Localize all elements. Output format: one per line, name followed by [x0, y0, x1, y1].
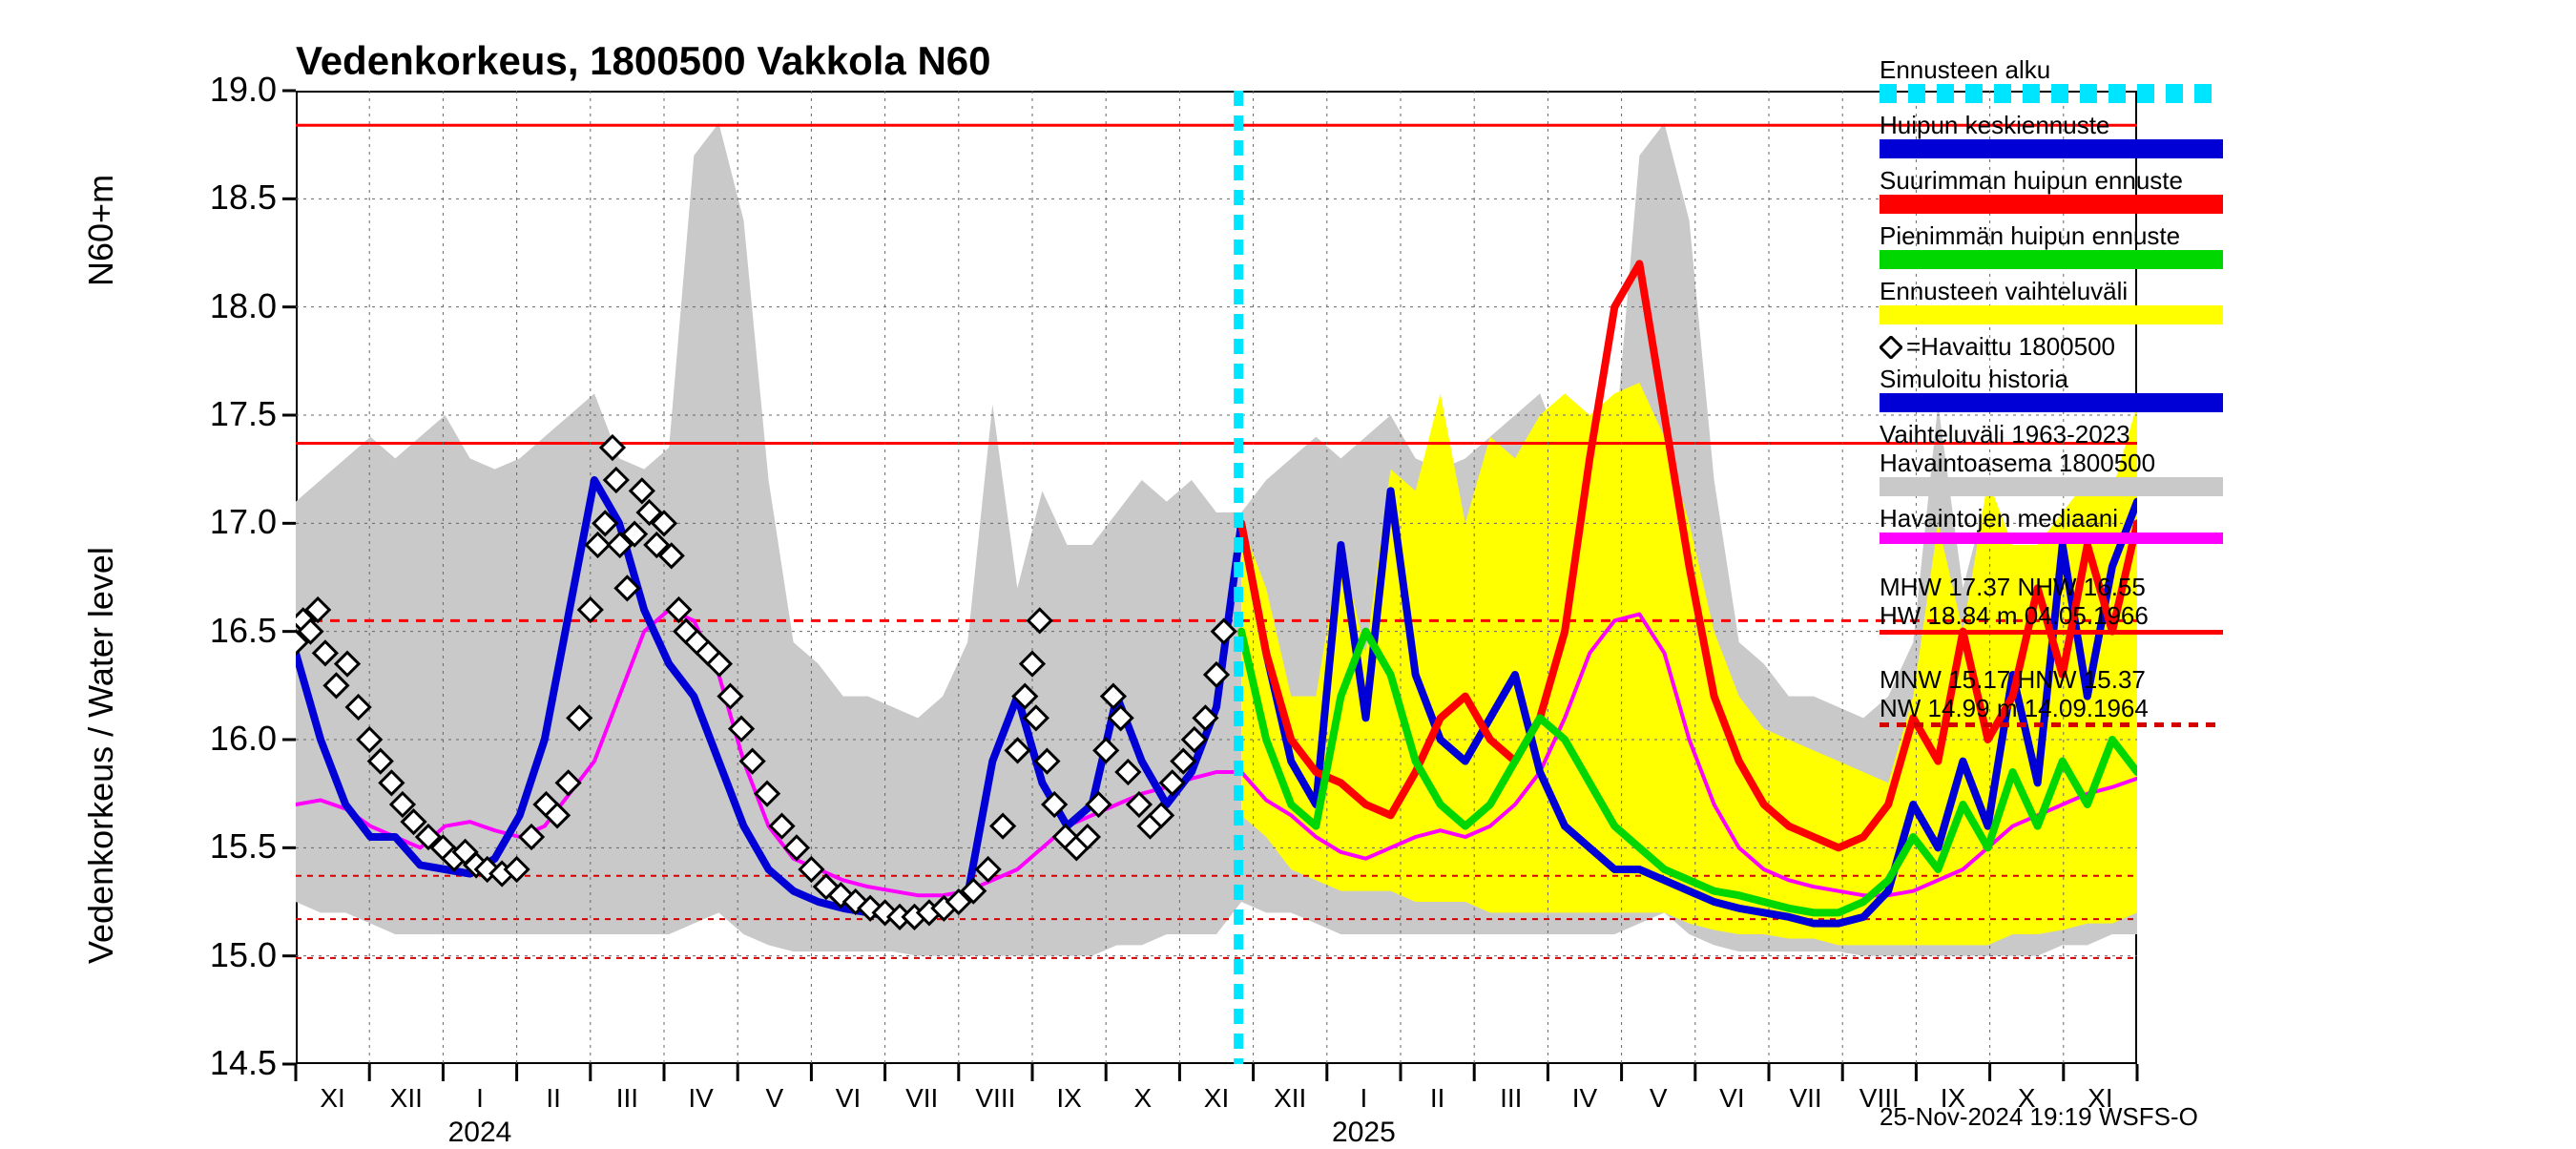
x-tick-month: II	[546, 1083, 561, 1114]
x-tick-month: IV	[688, 1083, 713, 1114]
y-tick-label: 17.0	[143, 502, 277, 542]
legend-item: Ennusteen alku	[1880, 57, 2242, 113]
y-tick-label: 14.5	[143, 1043, 277, 1083]
footer-timestamp: 25-Nov-2024 19:19 WSFS-O	[1880, 1102, 2198, 1132]
x-tick-month: II	[1430, 1083, 1445, 1114]
legend-item: Huipun keskiennuste	[1880, 113, 2242, 168]
x-tick-month: III	[616, 1083, 638, 1114]
legend-label: Huipun keskiennuste	[1880, 113, 2242, 137]
y-tick-label: 16.5	[143, 611, 277, 651]
legend-label: =Havaittu 1800500	[1880, 334, 2242, 359]
legend-swatch	[1880, 195, 2223, 214]
legend-label: Vaihteluväli 1963-2023	[1880, 422, 2242, 447]
x-tick-year: 2025	[1332, 1117, 1396, 1149]
legend-label: Simuloitu historia	[1880, 366, 2242, 391]
legend: Ennusteen alku Huipun keskiennuste Suurimm…	[1880, 57, 2242, 727]
legend-item: Pienimmän huipun ennuste	[1880, 223, 2242, 279]
x-tick-month: I	[1361, 1083, 1368, 1114]
y-tick-label: 16.0	[143, 719, 277, 759]
legend-label: Havaintojen mediaani	[1880, 506, 2242, 531]
y-tick-label: 15.5	[143, 826, 277, 867]
x-tick-month: I	[476, 1083, 484, 1114]
x-tick-month: VII	[1789, 1083, 1821, 1114]
x-tick-month: XI	[320, 1083, 344, 1114]
y-tick-label: 17.5	[143, 394, 277, 434]
legend-stat-line: NW 14.99 m 14.09.1964	[1880, 696, 2242, 721]
legend-label: Pienimmän huipun ennuste	[1880, 223, 2242, 248]
legend-stat-swatch	[1880, 630, 2223, 635]
legend-label: Ennusteen alku	[1880, 57, 2242, 82]
legend-item: Havaintojen mediaani	[1880, 506, 2242, 561]
y-tick-label: 18.0	[143, 286, 277, 326]
x-tick-month: VI	[1719, 1083, 1744, 1114]
legend-swatch	[1880, 305, 2223, 324]
chart-page: Vedenkorkeus, 1800500 Vakkola N60 N60+m …	[0, 0, 2576, 1145]
y-tick-label: 19.0	[143, 70, 277, 110]
x-tick-month: X	[1133, 1083, 1152, 1114]
legend-stat-line: MNW 15.17 HNW 15.37	[1880, 667, 2242, 692]
x-tick-month: III	[1500, 1083, 1522, 1114]
legend-item: =Havaittu 1800500	[1880, 334, 2242, 366]
x-tick-month: IX	[1056, 1083, 1081, 1114]
legend-label: Suurimman huipun ennuste	[1880, 168, 2242, 193]
x-tick-month: VII	[905, 1083, 938, 1114]
legend-swatch	[1880, 533, 2223, 544]
legend-label: Havaintoasema 1800500	[1880, 450, 2242, 475]
legend-swatch	[1880, 393, 2223, 412]
x-tick-month: XII	[1274, 1083, 1306, 1114]
legend-item: Ennusteen vaihteluväli	[1880, 279, 2242, 334]
legend-stat-line	[1880, 638, 2242, 663]
x-tick-month: IV	[1572, 1083, 1597, 1114]
legend-swatch	[1880, 250, 2223, 269]
y-tick-label: 18.5	[143, 178, 277, 218]
legend-item: Simuloitu historia	[1880, 366, 2242, 422]
x-tick-month: XI	[1204, 1083, 1229, 1114]
x-tick-month: V	[765, 1083, 783, 1114]
legend-item: Suurimman huipun ennuste	[1880, 168, 2242, 223]
x-tick-year: 2024	[448, 1117, 512, 1149]
legend-stat-line: HW 18.84 m 04.05.1966	[1880, 603, 2242, 628]
legend-label: Ennusteen vaihteluväli	[1880, 279, 2242, 303]
x-tick-month: VIII	[975, 1083, 1015, 1114]
legend-swatch	[1880, 477, 2223, 496]
legend-item: Havaintoasema 1800500	[1880, 450, 2242, 506]
legend-item: Vaihteluväli 1963-2023	[1880, 422, 2242, 450]
legend-swatch	[1880, 139, 2223, 158]
x-tick-month: XII	[390, 1083, 423, 1114]
legend-stat-swatch	[1880, 722, 2223, 727]
x-tick-month: V	[1650, 1083, 1668, 1114]
legend-stat-line: MHW 17.37 NHW 16.55	[1880, 574, 2242, 599]
x-tick-month: VI	[836, 1083, 861, 1114]
y-tick-label: 15.0	[143, 935, 277, 975]
legend-swatch	[1880, 84, 2223, 103]
